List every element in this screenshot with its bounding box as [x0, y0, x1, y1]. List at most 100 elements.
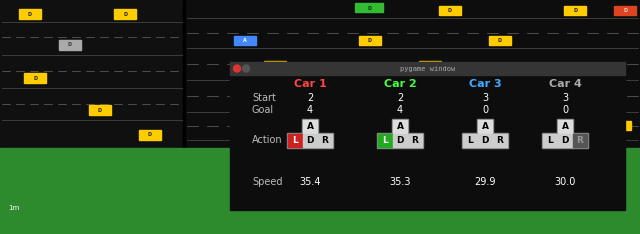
Text: D: D — [123, 11, 127, 17]
Bar — [463, 134, 477, 147]
Circle shape — [243, 65, 250, 72]
Bar — [478, 134, 492, 147]
Text: D: D — [333, 105, 337, 110]
Bar — [24, 73, 46, 83]
Bar — [303, 134, 317, 147]
Bar — [89, 105, 111, 115]
Text: L: L — [467, 136, 473, 145]
Text: Start: Start — [252, 93, 276, 103]
Bar — [0, 148, 640, 234]
Text: Goal: Goal — [252, 105, 274, 115]
Bar — [139, 130, 161, 140]
Bar — [572, 133, 588, 148]
Text: 29.9: 29.9 — [474, 177, 496, 187]
Text: D: D — [367, 6, 371, 11]
Bar — [529, 121, 551, 129]
Text: D: D — [148, 132, 152, 138]
Circle shape — [234, 65, 241, 72]
Text: D: D — [273, 62, 277, 67]
Bar — [478, 120, 492, 133]
Bar — [489, 36, 511, 44]
Text: 4: 4 — [397, 105, 403, 115]
Text: 2: 2 — [307, 93, 313, 103]
Bar — [557, 119, 573, 134]
Text: 3: 3 — [482, 93, 488, 103]
Bar — [377, 133, 393, 148]
Text: D: D — [543, 91, 547, 96]
Text: 1m: 1m — [8, 205, 19, 211]
Text: D: D — [538, 123, 542, 128]
Text: D: D — [481, 136, 489, 145]
Bar — [264, 61, 286, 69]
Text: L: L — [547, 136, 553, 145]
Bar — [183, 0, 185, 148]
Text: Car 1: Car 1 — [294, 79, 326, 89]
Text: R: R — [412, 136, 419, 145]
Bar — [518, 88, 573, 101]
Bar — [573, 134, 587, 147]
Text: D: D — [98, 107, 102, 113]
Text: D: D — [448, 7, 452, 12]
Bar — [492, 133, 508, 148]
Text: 35.4: 35.4 — [300, 177, 321, 187]
Text: A: A — [243, 37, 247, 43]
Bar — [302, 119, 318, 134]
Bar — [609, 121, 631, 129]
Text: 4: 4 — [307, 105, 313, 115]
Text: D: D — [68, 43, 72, 48]
Text: Speed: Speed — [252, 177, 282, 187]
Bar — [234, 36, 256, 44]
Text: 35.3: 35.3 — [389, 177, 411, 187]
Bar — [462, 133, 478, 148]
Bar — [0, 0, 185, 148]
Bar — [477, 133, 493, 148]
Text: 2: 2 — [397, 93, 403, 103]
Bar — [185, 0, 640, 148]
Bar — [230, 62, 625, 75]
Bar — [19, 9, 41, 19]
Text: 30.0: 30.0 — [554, 177, 576, 187]
Text: D: D — [428, 123, 432, 128]
Text: D: D — [498, 37, 502, 43]
Bar — [439, 6, 461, 15]
Text: D: D — [368, 37, 372, 43]
Text: A: A — [397, 122, 403, 131]
Text: A: A — [307, 122, 314, 131]
Text: D: D — [396, 136, 404, 145]
Bar — [288, 134, 302, 147]
Text: 0: 0 — [562, 105, 568, 115]
Bar — [393, 120, 407, 133]
Bar — [317, 133, 333, 148]
Text: 3: 3 — [562, 93, 568, 103]
Text: Car 2: Car 2 — [383, 79, 417, 89]
Bar — [614, 6, 636, 15]
Bar — [359, 36, 381, 44]
Bar — [558, 134, 572, 147]
Bar — [392, 119, 408, 134]
Text: D: D — [561, 136, 569, 145]
Text: D: D — [573, 7, 577, 12]
Text: D: D — [307, 136, 314, 145]
Bar — [303, 120, 317, 133]
Bar — [419, 121, 441, 129]
Bar — [557, 133, 573, 148]
Bar — [543, 134, 557, 147]
Text: Car 3: Car 3 — [468, 79, 501, 89]
Text: R: R — [321, 136, 328, 145]
Bar — [114, 9, 136, 19]
Bar — [360, 4, 378, 11]
Bar — [542, 133, 558, 148]
Bar — [419, 61, 441, 69]
Bar — [305, 100, 365, 114]
Bar — [477, 119, 493, 134]
Bar — [564, 6, 586, 15]
Text: R: R — [577, 136, 584, 145]
Text: D: D — [618, 123, 622, 128]
Text: D: D — [623, 7, 627, 12]
Bar — [392, 133, 408, 148]
Text: L: L — [382, 136, 388, 145]
Text: D: D — [28, 11, 32, 17]
Bar — [558, 120, 572, 133]
Bar — [493, 134, 507, 147]
Text: D: D — [428, 62, 432, 67]
